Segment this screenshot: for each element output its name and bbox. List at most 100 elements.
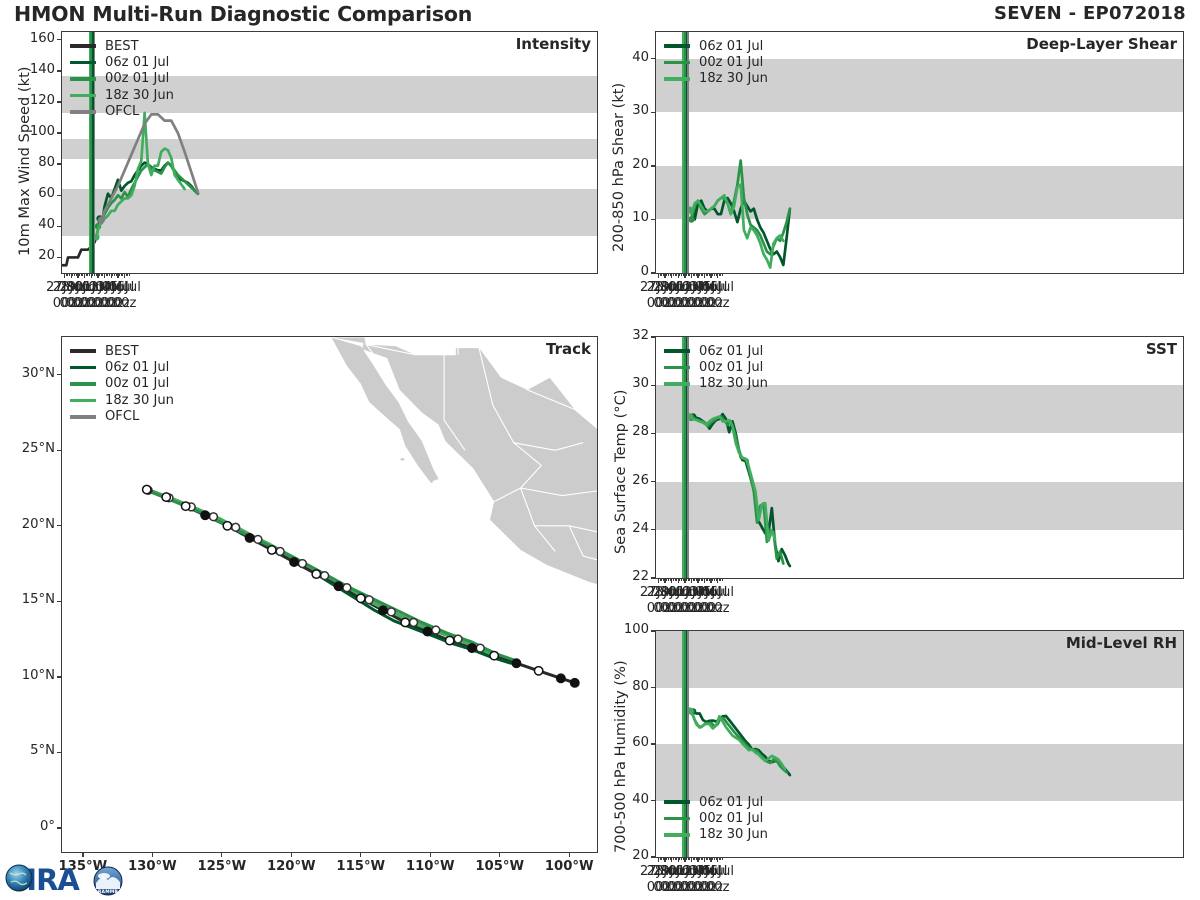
y-tick-label: 0 — [640, 264, 649, 279]
track-panel: Track BEST 06z 01 Jul 00z 01 Jul 18z 30 Jun O… — [61, 336, 598, 853]
legend-label: 06z 01 Jul — [105, 360, 170, 376]
legend-item-06z-01-jul: 06z 01 Jul — [70, 359, 174, 375]
series-line-ofcl — [99, 113, 200, 222]
series-line-18z-30-jun — [688, 709, 787, 771]
x-tick-label: 06Jul 00z — [701, 864, 735, 895]
y-tick-label: 100 — [623, 622, 649, 637]
y-tick-label: 40 — [38, 217, 55, 233]
x-tick-label: 05Jul 00z — [694, 585, 728, 616]
x-tick-label: 28Jun 00z — [646, 280, 684, 311]
x-tick-label: 01Jul 00z — [668, 585, 702, 616]
y-axis-label-rh: 700-500 hPa Humidity (%) — [612, 660, 629, 853]
track-marker — [333, 581, 344, 592]
legend-swatch — [70, 398, 96, 403]
y-tick-label: 32 — [632, 328, 649, 343]
legend-swatch — [664, 382, 690, 386]
legend-sst: 06z 01 Jul 00z 01 Jul 18z 30 Jun — [664, 343, 768, 392]
track-marker — [208, 512, 219, 522]
y-tick-label: 60 — [38, 186, 55, 202]
track-marker — [400, 617, 411, 628]
legend-label: OFCL — [105, 104, 140, 120]
legend-item-best: BEST — [70, 343, 174, 359]
x-tick-label: 30Jun 00z — [659, 585, 697, 616]
x-tick-label: 03Jul 00z — [681, 280, 715, 311]
track-marker — [253, 534, 263, 545]
y-tick-label: 120 — [29, 92, 55, 108]
rh-panel: Mid-Level RH 06z 01 Jul 00z 01 Jul 18z 30 J… — [655, 630, 1184, 858]
legend-track: BEST 06z 01 Jul 00z 01 Jul 18z 30 Jun OFCL — [70, 343, 174, 425]
legend-item-18z-30-jun: 18z 30 Jun — [664, 71, 768, 87]
init-line-3 — [93, 32, 96, 273]
chart-lines-intensity — [62, 111, 200, 267]
track-marker — [569, 677, 580, 688]
legend-item-06z-01-jul: 06z 01 Jul — [664, 38, 768, 54]
track-marker — [444, 635, 455, 646]
legend-label: 18z 30 Jun — [105, 87, 174, 103]
lat-tick-label: 25°N — [21, 441, 55, 457]
init-line-2 — [685, 337, 688, 578]
storm-title: SEVEN - EP072018 — [994, 3, 1186, 24]
shaded-band-0 — [62, 189, 597, 236]
y-tick-label: 20 — [632, 848, 649, 863]
legend-swatch — [664, 800, 690, 804]
x-tick-label: 02Jul 00z — [675, 280, 708, 311]
track-marker — [555, 673, 566, 684]
x-tick-label: 30Jun 00z — [65, 280, 104, 311]
track-marker — [408, 617, 419, 628]
lat-tick-label: 15°N — [21, 592, 55, 608]
init-line-3 — [687, 32, 689, 273]
y-axis-label-intensity: 10m Max Wind Speed (kt) — [16, 66, 33, 256]
shaded-band-0 — [656, 744, 1183, 801]
x-tick-label: 01Jul 00z — [668, 864, 702, 895]
page-title: HMON Multi-Run Diagnostic Comparison — [14, 2, 473, 26]
track-marker — [319, 570, 330, 581]
lat-tick-label: 10°N — [21, 667, 55, 683]
legend-item-18z-30-jun: 18z 30 Jun — [664, 376, 768, 392]
y-axis-label-shear: 200-850 hPa Shear (kt) — [610, 82, 627, 252]
y-tick-label: 30 — [632, 103, 649, 119]
legend-item-00z-01-jul: 00z 01 Jul — [664, 54, 768, 70]
init-line-0 — [682, 32, 685, 273]
lon-tick-label: 130°W — [127, 859, 177, 874]
legend-item-18z-30-jun: 18z 30 Jun — [70, 392, 174, 408]
legend-label: 00z 01 Jul — [105, 376, 170, 392]
init-line-2 — [685, 631, 688, 857]
init-line-1 — [90, 32, 93, 273]
y-tick-label: 40 — [632, 49, 649, 65]
x-tick-label: 02Jul 00z — [675, 585, 708, 616]
legend-intensity: BEST 06z 01 Jul 00z 01 Jul 18z 30 Jun OFCL — [70, 38, 174, 120]
x-tick-label: 29Jun 00z — [653, 280, 691, 311]
legend-label: 06z 01 Jul — [699, 343, 764, 359]
x-tick-label: 05Jul 00z — [694, 864, 728, 895]
y-tick-label: 10 — [632, 210, 649, 226]
series-line-18z-30-jun — [688, 183, 785, 269]
init-line-1 — [684, 32, 686, 273]
track-marker — [180, 501, 191, 512]
y-tick-label: 60 — [632, 735, 649, 750]
x-tick-label: 28Jun 00z — [52, 280, 90, 311]
legend-item-best: BEST — [70, 38, 174, 54]
track-marker — [466, 643, 477, 654]
init-line-3 — [687, 337, 689, 578]
track-marker — [222, 520, 233, 531]
legend-item-ofcl: OFCL — [70, 409, 174, 425]
legend-item-ofcl: OFCL — [70, 104, 174, 120]
y-tick-label: 20 — [38, 248, 55, 264]
x-tick-label: 04Jul 00z — [688, 585, 721, 616]
legend-swatch — [664, 77, 690, 81]
x-tick-label: 28Jun 00z — [646, 585, 684, 616]
x-tick-label: 29Jun 00z — [653, 585, 691, 616]
shaded-band-1 — [656, 631, 1183, 688]
init-marker — [97, 216, 105, 224]
cira-logo: CIRA RAMMB — [4, 857, 123, 899]
track-marker — [266, 544, 277, 555]
y-tick-label: 100 — [29, 124, 55, 140]
y-tick-label: 22 — [632, 569, 649, 584]
track-marker — [364, 595, 374, 605]
legend-label: 00z 01 Jul — [699, 55, 764, 71]
legend-swatch — [664, 44, 690, 49]
shaded-band-1 — [656, 58, 1183, 113]
legend-swatch — [70, 382, 96, 386]
shaded-band-0 — [656, 481, 1183, 530]
x-tick-label: 06Jul 00z — [108, 280, 141, 311]
